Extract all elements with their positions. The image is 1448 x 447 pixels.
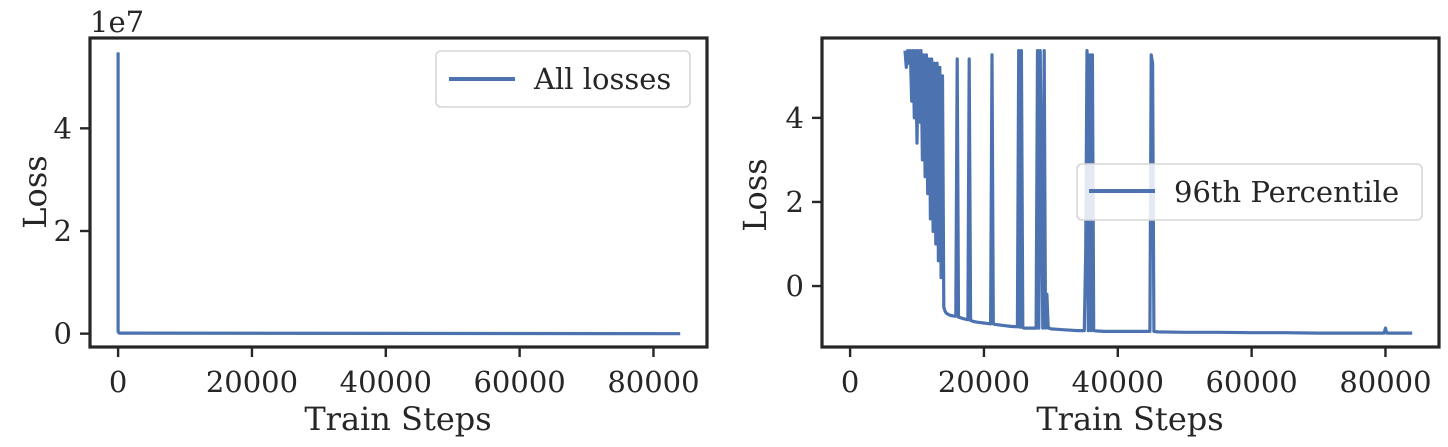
chart-right-xtick-label-3: 60000 — [1205, 365, 1297, 399]
chart-left: 0 20000 40000 60000 80000 0 2 4 1e7 Train Step… — [16, 5, 709, 438]
chart-left-series-layer — [116, 52, 681, 336]
chart-right-series-line-0 — [903, 48, 1413, 335]
chart-right-yticks: 0 2 4 — [786, 101, 822, 303]
chart-left-xtick-label-2: 40000 — [340, 365, 432, 399]
chart-right-xtick-label-0: 0 — [841, 365, 859, 399]
chart-left-xticks: 0 20000 40000 60000 80000 — [109, 347, 700, 399]
chart-right-legend: 96th Percentile — [1076, 163, 1423, 221]
chart-right-xtick-label-1: 20000 — [938, 365, 1030, 399]
chart-left-legend-label: All losses — [533, 62, 671, 96]
chart-right-series-layer — [903, 48, 1413, 335]
chart-left-y-axis-label: Loss — [16, 155, 54, 228]
chart-right-y-axis-label: Loss — [736, 158, 774, 231]
chart-right-xtick-label-4: 80000 — [1339, 365, 1431, 399]
chart-left-xtick-label-4: 80000 — [607, 365, 699, 399]
chart-right: 0 20000 40000 60000 80000 0 2 4 Train Steps Lo… — [736, 36, 1441, 438]
chart-left-series-line-0 — [116, 52, 681, 336]
chart-left-y-offset-label: 1e7 — [90, 5, 144, 39]
chart-right-legend-label: 96th Percentile — [1174, 175, 1399, 209]
chart-left-ytick-label-1: 2 — [54, 214, 72, 248]
chart-right-axes-frame — [820, 36, 1441, 349]
chart-right-xticks: 0 20000 40000 60000 80000 — [841, 347, 1432, 399]
chart-right-x-axis-label: Train Steps — [1036, 400, 1223, 438]
chart-left-ytick-label-2: 4 — [54, 111, 72, 145]
chart-left-legend: All losses — [435, 50, 691, 108]
chart-left-xtick-label-1: 20000 — [206, 365, 298, 399]
chart-left-xtick-label-0: 0 — [109, 365, 127, 399]
chart-left-legend-box — [435, 50, 691, 108]
chart-right-ytick-label-0: 0 — [786, 269, 804, 303]
chart-left-x-axis-label: Train Steps — [304, 400, 491, 438]
chart-right-legend-box — [1076, 163, 1423, 221]
chart-right-xtick-label-2: 40000 — [1072, 365, 1164, 399]
chart-left-ytick-label-0: 0 — [54, 317, 72, 351]
chart-left-yticks: 0 2 4 — [54, 111, 90, 351]
chart-right-ytick-label-1: 2 — [786, 185, 804, 219]
chart-left-xtick-label-3: 60000 — [473, 365, 565, 399]
chart-left-axes-frame — [88, 36, 709, 349]
chart-right-ytick-label-2: 4 — [786, 101, 804, 135]
